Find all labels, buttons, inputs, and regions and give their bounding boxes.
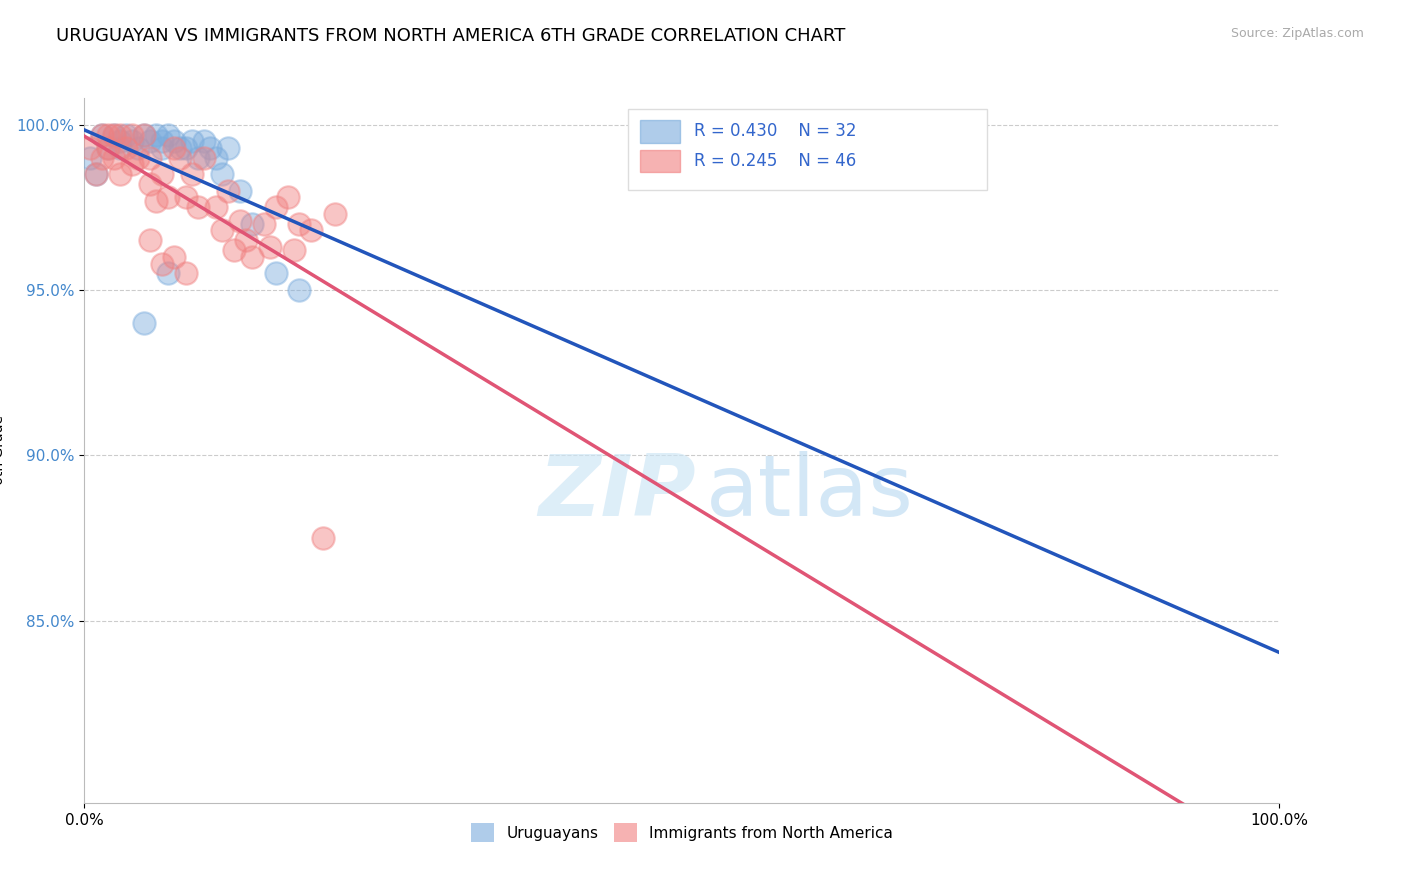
Point (264, 200, 287, 214)
Point (253, 217, 276, 231)
Point (288, 217, 311, 231)
Point (86, 167, 108, 181)
Point (110, 128, 132, 142)
Point (97, 141, 120, 155)
Point (150, 167, 173, 181)
Point (150, 256, 173, 270)
Text: atlas: atlas (706, 451, 914, 534)
Point (91, 128, 114, 142)
Point (163, 250, 186, 264)
Point (110, 167, 132, 181)
Point (103, 128, 125, 142)
Point (169, 141, 191, 155)
Point (115, 141, 138, 155)
Point (205, 200, 228, 214)
Point (115, 128, 138, 142)
Point (211, 223, 233, 237)
Point (145, 128, 167, 142)
FancyBboxPatch shape (640, 120, 679, 143)
Point (240, 217, 263, 231)
Point (198, 141, 221, 155)
Point (301, 223, 323, 237)
Point (187, 151, 209, 165)
Point (110, 141, 132, 155)
Point (103, 128, 125, 142)
Point (205, 151, 228, 165)
Point (325, 207, 347, 221)
Point (79, 151, 101, 165)
Point (193, 134, 215, 148)
Legend: Uruguayans, Immigrants from North America: Uruguayans, Immigrants from North Americ… (465, 817, 898, 848)
Point (187, 200, 209, 214)
Text: URUGUAYAN VS IMMIGRANTS FROM NORTH AMERICA 6TH GRADE CORRELATION CHART: URUGUAYAN VS IMMIGRANTS FROM NORTH AMERI… (56, 27, 845, 45)
Point (174, 190, 197, 204)
Point (139, 151, 162, 165)
Point (174, 267, 197, 281)
Point (150, 134, 173, 148)
Text: R = 0.430    N = 32: R = 0.430 N = 32 (695, 122, 856, 140)
Point (139, 233, 162, 247)
Point (145, 194, 167, 208)
Point (150, 141, 173, 155)
FancyBboxPatch shape (640, 150, 679, 172)
Point (79, 141, 101, 155)
Point (229, 213, 252, 227)
Point (264, 267, 287, 281)
Point (127, 151, 149, 165)
Point (312, 531, 335, 545)
Point (86, 167, 108, 181)
Point (127, 141, 149, 155)
Point (163, 134, 186, 148)
Point (288, 283, 311, 297)
Point (132, 128, 156, 142)
Point (235, 233, 257, 247)
Point (110, 134, 132, 148)
Point (277, 190, 299, 204)
Point (139, 134, 162, 148)
Point (103, 151, 125, 165)
Point (121, 134, 143, 148)
Point (193, 151, 215, 165)
Point (229, 184, 252, 198)
Point (283, 244, 305, 258)
Text: Source: ZipAtlas.com: Source: ZipAtlas.com (1230, 27, 1364, 40)
Point (157, 128, 180, 142)
Point (91, 128, 114, 142)
Point (121, 128, 143, 142)
Y-axis label: 6th Grade: 6th Grade (0, 416, 6, 485)
Point (91, 151, 114, 165)
Point (211, 167, 233, 181)
Point (181, 134, 204, 148)
Point (174, 141, 197, 155)
Point (132, 128, 156, 142)
Point (240, 250, 263, 264)
Point (169, 151, 191, 165)
Point (163, 141, 186, 155)
FancyBboxPatch shape (628, 109, 987, 190)
Text: ZIP: ZIP (538, 451, 696, 534)
Point (97, 128, 120, 142)
Point (181, 167, 204, 181)
Point (157, 190, 180, 204)
Point (222, 244, 245, 258)
Point (259, 240, 281, 254)
Point (97, 141, 120, 155)
Point (217, 184, 239, 198)
Point (157, 267, 180, 281)
Point (121, 157, 143, 171)
Point (132, 316, 156, 330)
Text: R = 0.245    N = 46: R = 0.245 N = 46 (695, 152, 856, 169)
Point (217, 141, 239, 155)
Point (139, 177, 162, 191)
